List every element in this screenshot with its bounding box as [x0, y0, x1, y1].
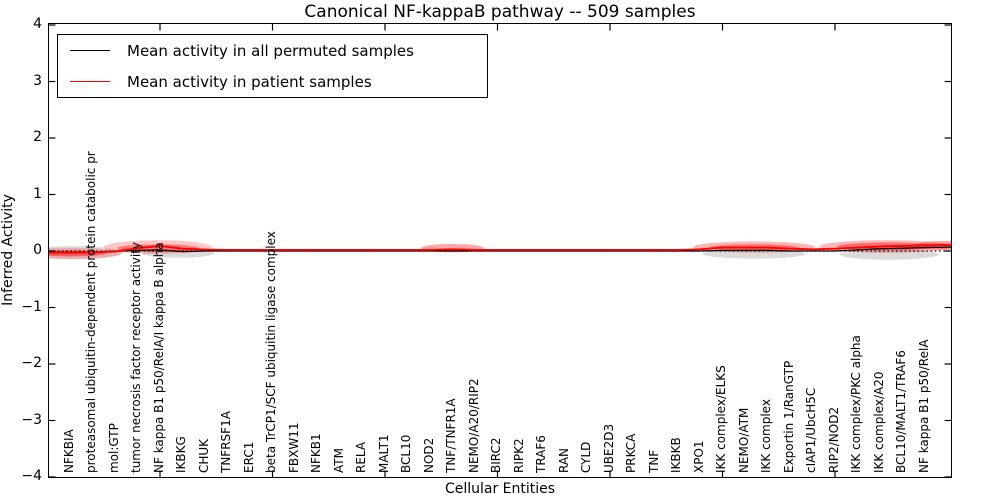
- y-tick-label: −3: [21, 411, 42, 428]
- x-tick-label: BCL10/MALT1/TRAF6: [894, 350, 908, 473]
- x-tick-label: IKK complex/PKC alpha: [849, 335, 863, 473]
- x-tick-label: CYLD: [579, 441, 593, 473]
- x-tick-label: mol:GTP: [106, 423, 121, 473]
- x-tick-label: PRKCA: [624, 433, 638, 473]
- x-tick-label: Exportin 1/RanGTP: [781, 360, 796, 473]
- y-tick-label: 2: [33, 129, 42, 145]
- x-tick-label: IKK complex: [759, 399, 773, 473]
- x-tick-label: ERC1: [241, 441, 256, 473]
- chart-title: Canonical NF-kappaB pathway -- 509 sampl…: [304, 2, 696, 22]
- legend-entry-patient: Mean activity in patient samples: [58, 66, 487, 97]
- x-tick-label: RAN: [556, 447, 571, 473]
- x-tick-label: tumor necrosis factor receptor activity: [129, 242, 143, 473]
- patient-mean-line: [49, 243, 951, 254]
- x-tick-label: IKK complex/ELKS: [714, 365, 728, 473]
- x-tick-label: RIP2/NOD2: [826, 406, 841, 473]
- x-tick-label: ATM: [331, 448, 346, 473]
- legend-entry-permuted: Mean activity in all permuted samples: [58, 35, 487, 66]
- x-tick-label: IKBKG: [174, 436, 188, 473]
- x-tick-label: beta TrCP1/SCF ubiquitin ligase complex: [264, 231, 278, 473]
- x-tick-label: IKBKB: [669, 437, 683, 473]
- x-tick-label: XPO1: [691, 440, 706, 473]
- x-tick-label: BCL10: [399, 434, 413, 473]
- x-tick-label: cIAP1/UbcH5C: [804, 387, 818, 473]
- x-tick-label: TRAF6: [534, 435, 548, 473]
- x-tick-label: NF kappa B1 p50/RelA/I kappa B alpha: [151, 242, 166, 473]
- y-tick-label: −4: [21, 468, 42, 484]
- y-tick-label: −1: [21, 298, 42, 315]
- x-tick-label: UBE2D3: [601, 423, 616, 473]
- x-tick-label: NFKBIA: [61, 429, 76, 473]
- x-tick-label: RIPK2: [511, 438, 526, 473]
- y-tick-label: 0: [33, 242, 42, 258]
- x-tick-label: TNF: [646, 449, 661, 473]
- x-tick-label: proteasomal ubiquitin-dependent protein …: [84, 151, 98, 473]
- y-tick-label: 3: [33, 72, 42, 89]
- plot-area: [48, 23, 952, 478]
- x-tick-label: BIRC2: [489, 437, 503, 473]
- y-tick-label: −2: [21, 355, 42, 371]
- y-axis-label: Inferred Activity: [0, 194, 16, 306]
- chart-canvas: [49, 24, 951, 477]
- x-tick-label: IKK complex/A20: [871, 371, 886, 473]
- violin-permuted: [702, 249, 806, 259]
- y-tick-label: 4: [33, 16, 42, 32]
- legend-label: Mean activity in patient samples: [127, 72, 372, 91]
- x-tick-label: CHUK: [196, 438, 211, 473]
- violin-permuted: [839, 249, 939, 260]
- legend-line-sample-black: [70, 50, 110, 51]
- x-tick-label: MALT1: [376, 434, 391, 473]
- x-tick-label: FBXW11: [286, 422, 301, 474]
- x-tick-label: TNF/TNFR1A: [444, 398, 458, 473]
- x-tick-label: NEMO/ATM: [736, 407, 751, 473]
- permuted-mean-line: [49, 246, 951, 254]
- x-axis-label: Cellular Entities: [444, 481, 556, 497]
- x-tick-label: TNFRSF1A: [219, 411, 233, 473]
- x-tick-label: NEMO/A20/RIP2: [466, 378, 481, 473]
- x-tick-label: NOD2: [421, 437, 436, 473]
- legend: Mean activity in all permuted samples Me…: [57, 34, 488, 98]
- legend-label: Mean activity in all permuted samples: [127, 41, 414, 60]
- x-tick-label: NFKB1: [309, 433, 323, 473]
- legend-line-sample-red: [70, 81, 110, 82]
- x-tick-label: NF kappa B1 p50/RelA: [916, 339, 931, 473]
- y-tick-label: 1: [33, 185, 42, 202]
- x-tick-label: RELA: [354, 441, 368, 473]
